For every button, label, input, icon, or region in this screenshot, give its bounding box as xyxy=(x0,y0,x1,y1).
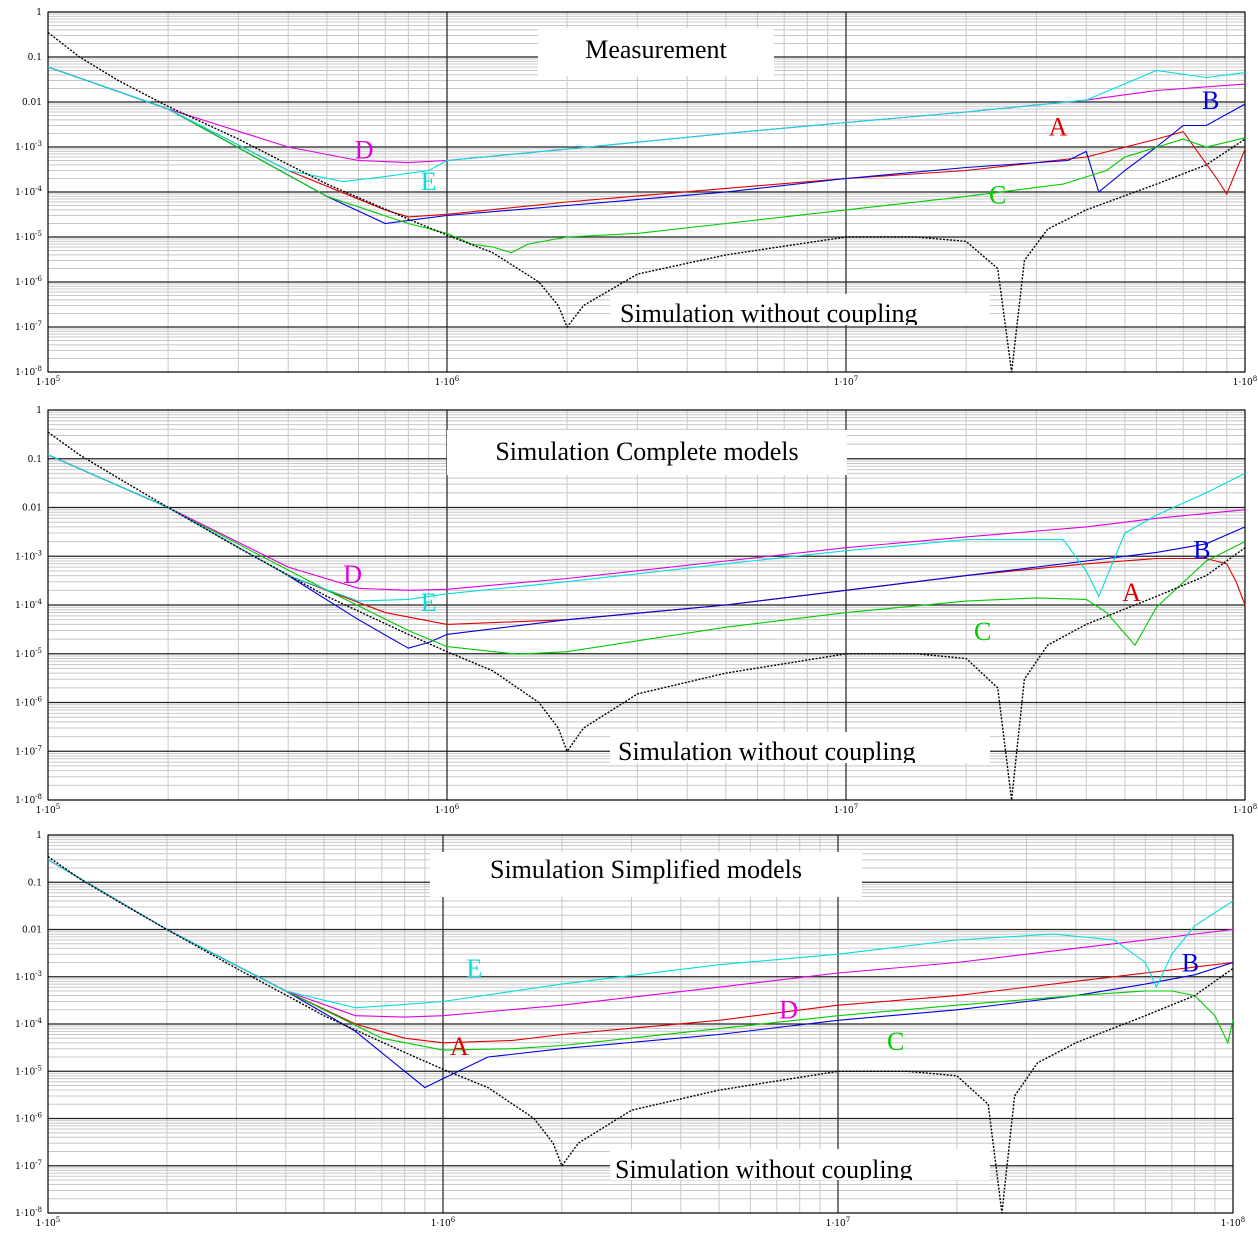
annotation-background xyxy=(610,732,990,763)
y-tick-label: 1·10-5 xyxy=(15,1064,42,1077)
series-label-a: A xyxy=(450,1032,469,1061)
series-label-b: B xyxy=(1182,948,1199,977)
series-line-a xyxy=(47,66,1246,218)
x-tick-label: 1·108 xyxy=(1233,803,1258,816)
y-tick-label: 1·10-3 xyxy=(15,970,42,983)
x-tick-label: 1·108 xyxy=(1233,375,1258,388)
title-background xyxy=(447,430,847,475)
series-label-d: D xyxy=(355,136,374,165)
y-tick-label: 0.1 xyxy=(28,878,42,888)
chart-panel-2: A B C D E Simulation Complete models Simulatio… xyxy=(47,409,1246,801)
panel-title: Simulation Complete models xyxy=(495,437,798,466)
y-tick-label: 1·10-8 xyxy=(15,365,42,378)
series-label-c: C xyxy=(989,181,1006,210)
y-tick-label: 1·10-6 xyxy=(15,275,42,288)
y-tick-label: 0.1 xyxy=(28,53,42,63)
series-label-e: E xyxy=(466,954,482,983)
series-label-a: A xyxy=(1049,113,1068,142)
series-line-c xyxy=(47,454,1246,655)
y-tick-label: 1 xyxy=(36,406,42,416)
chart-panel-3: A B C D E Simulation Simplified models Simulat… xyxy=(47,834,1234,1214)
y-tick-label: 0.01 xyxy=(22,98,42,108)
panel-title: Simulation Simplified models xyxy=(490,855,802,884)
plot-frame xyxy=(47,834,1234,1214)
x-tick-label: 1·106 xyxy=(431,1216,456,1229)
series-label-d: D xyxy=(343,560,362,589)
series-line-d xyxy=(47,454,1246,591)
panel-title: Measurement xyxy=(585,35,727,64)
y-tick-label: 0.01 xyxy=(22,926,42,936)
x-tick-label: 1·105 xyxy=(36,375,61,388)
x-tick-label: 1·107 xyxy=(834,375,859,388)
series-line-e xyxy=(47,454,1246,602)
series-line-without-coupling xyxy=(47,855,1234,1214)
y-tick-label: 1·10-4 xyxy=(15,1017,42,1030)
series-line-b xyxy=(47,859,1234,1089)
y-tick-label: 1·10-3 xyxy=(15,140,42,153)
series-line-b xyxy=(47,66,1246,225)
x-tick-label: 1·105 xyxy=(36,1216,61,1229)
y-tick-label: 1·10-7 xyxy=(15,1159,42,1172)
series-label-d: D xyxy=(779,996,798,1025)
y-tick-label: 1·10-5 xyxy=(15,230,42,243)
y-tick-label: 1·10-7 xyxy=(15,320,42,333)
annotation-background xyxy=(610,1149,990,1180)
grid xyxy=(47,409,1246,801)
series-label-e: E xyxy=(421,588,437,617)
y-tick-label: 1·10-8 xyxy=(15,793,42,806)
annotation-without-coupling: Simulation without coupling xyxy=(620,299,918,328)
title-background xyxy=(430,852,862,897)
y-tick-label: 1·10-5 xyxy=(15,647,42,660)
series-line-without-coupling xyxy=(47,31,1246,373)
annotation-without-coupling: Simulation without coupling xyxy=(615,1155,913,1184)
x-tick-label: 1·106 xyxy=(435,375,460,388)
series-label-c: C xyxy=(974,617,991,646)
plot-frame xyxy=(47,11,1246,373)
x-tick-label: 1·108 xyxy=(1221,1216,1246,1229)
series-line-c xyxy=(47,66,1246,254)
series-line-without-coupling xyxy=(47,431,1246,801)
annotation-background xyxy=(610,294,990,325)
y-tick-label: 0.01 xyxy=(22,504,42,514)
y-tick-label: 1·10-8 xyxy=(15,1206,42,1219)
series-line-b xyxy=(47,454,1246,649)
y-tick-label: 1·10-4 xyxy=(15,598,42,611)
x-tick-label: 1·105 xyxy=(36,803,61,816)
series-label-b: B xyxy=(1193,535,1210,564)
x-tick-label: 1·107 xyxy=(826,1216,851,1229)
series-label-e: E xyxy=(421,167,437,196)
y-tick-label: 1·10-4 xyxy=(15,185,42,198)
y-tick-label: 1·10-6 xyxy=(15,696,42,709)
y-tick-label: 1 xyxy=(36,8,42,18)
y-tick-label: 1·10-3 xyxy=(15,549,42,562)
chart-panel-1: A B C D E Measurement Simulation without coupl… xyxy=(47,11,1246,373)
x-tick-label: 1·107 xyxy=(834,803,859,816)
series-label-b: B xyxy=(1202,86,1219,115)
y-tick-label: 1·10-7 xyxy=(15,744,42,757)
series-line-e xyxy=(47,859,1234,1009)
series-line-c xyxy=(47,859,1234,1051)
annotation-without-coupling: Simulation without coupling xyxy=(618,737,916,766)
y-tick-label: 1 xyxy=(36,831,42,841)
title-background xyxy=(538,28,774,76)
y-tick-label: 1·10-6 xyxy=(15,1112,42,1125)
y-tick-label: 0.1 xyxy=(28,455,42,465)
series-label-a: A xyxy=(1122,578,1141,607)
series-label-c: C xyxy=(887,1027,904,1056)
x-tick-label: 1·106 xyxy=(435,803,460,816)
